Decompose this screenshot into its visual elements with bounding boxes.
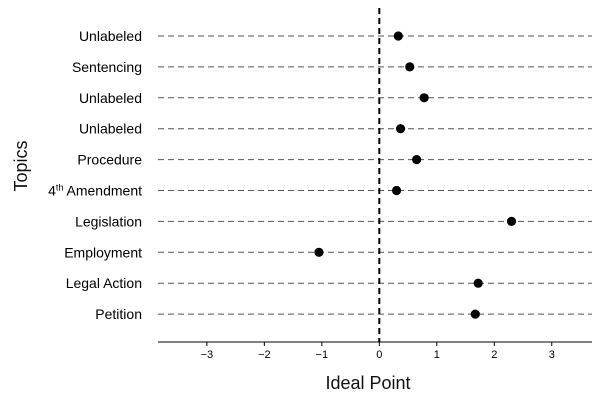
x-tick-label: 0: [376, 349, 382, 361]
data-point: [419, 93, 429, 103]
x-tick-label: −1: [316, 349, 329, 361]
x-tick-label: 2: [491, 349, 497, 361]
x-tick-label: 1: [434, 349, 440, 361]
x-ticks: −3 −2 −1 0 1 2 3: [201, 342, 555, 361]
y-tick-label: Unlabeled: [79, 28, 142, 44]
data-points: [314, 31, 517, 319]
y-category-labels: Unlabeled Sentencing Unlabeled Unlabeled Pro…: [48, 28, 142, 322]
x-axis-title: Ideal Point: [325, 373, 410, 393]
data-point: [393, 31, 403, 41]
y-tick-label: Sentencing: [72, 59, 142, 75]
y-tick-label: Petition: [95, 306, 142, 322]
x-tick-label: 3: [549, 349, 555, 361]
y-axis-title: Topics: [11, 140, 31, 191]
data-point: [506, 216, 517, 226]
y-tick-label: Unlabeled: [79, 90, 142, 106]
data-point: [405, 62, 415, 72]
data-point: [470, 309, 480, 319]
data-point: [473, 278, 483, 288]
y-tick-label: Employment: [64, 244, 142, 260]
y-tick-label: Unlabeled: [79, 121, 142, 137]
x-tick-label: −3: [201, 349, 214, 361]
y-tick-label: Legislation: [75, 213, 142, 229]
data-point: [314, 247, 324, 257]
x-tick-label: −2: [258, 349, 271, 361]
y-tick-label: 4th Amendment: [48, 183, 142, 199]
y-tick-label: Procedure: [77, 152, 142, 168]
grid-lines: [158, 35, 592, 315]
data-point: [391, 185, 402, 196]
y-tick-label: Legal Action: [66, 275, 142, 291]
data-point: [412, 155, 422, 165]
data-point: [395, 124, 406, 134]
